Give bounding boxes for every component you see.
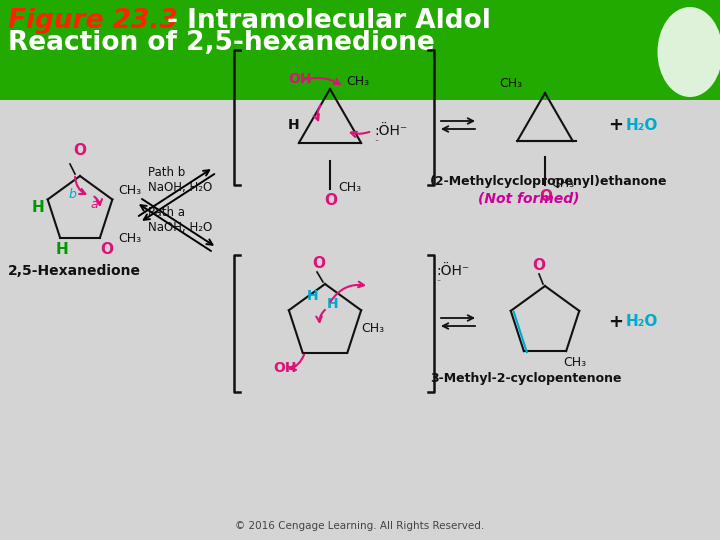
Text: O: O [324,193,337,208]
Text: a: a [90,198,98,211]
Text: b: b [68,188,76,201]
Text: +: + [608,116,623,134]
Text: OH: OH [273,361,297,375]
Text: H: H [32,200,45,215]
Text: ..: .. [436,274,441,283]
Text: CH₃: CH₃ [118,232,141,245]
Text: H₂O: H₂O [626,314,658,329]
Text: H: H [327,297,338,311]
Text: OH: OH [288,72,312,86]
Text: H: H [56,242,68,257]
Text: :ÖH⁻: :ÖH⁻ [436,264,469,278]
Text: 3-Methyl-2-cyclopentenone: 3-Methyl-2-cyclopentenone [430,372,621,385]
Text: Path b
NaOH, H₂O: Path b NaOH, H₂O [148,166,212,194]
Text: H₂O: H₂O [626,118,658,132]
Text: Path a
NaOH, H₂O: Path a NaOH, H₂O [148,206,212,234]
Text: O: O [100,242,113,257]
Text: Figure 23.3: Figure 23.3 [8,8,178,34]
Text: © 2016 Cengage Learning. All Rights Reserved.: © 2016 Cengage Learning. All Rights Rese… [235,521,485,531]
Text: CH₃: CH₃ [338,181,361,194]
Text: Reaction of 2,5-hexanedione: Reaction of 2,5-hexanedione [8,30,435,56]
Text: (2-Methylcyclopropenyl)ethanone: (2-Methylcyclopropenyl)ethanone [430,175,667,188]
Text: CH₃: CH₃ [346,75,369,88]
Text: ..: .. [374,134,379,143]
Text: CH₃: CH₃ [499,77,522,90]
Text: CH₃: CH₃ [563,356,586,369]
Text: - Intramolecular Aldol: - Intramolecular Aldol [158,8,491,34]
Text: CH₃: CH₃ [118,184,141,197]
Text: H: H [307,289,319,303]
Text: CH₃: CH₃ [361,322,384,335]
Text: O: O [533,258,546,273]
Text: O: O [73,143,86,158]
Text: (Not formed): (Not formed) [478,191,580,205]
Bar [0,0,720,100]
Text: CH₃: CH₃ [551,177,574,190]
Text: O: O [312,256,325,271]
Text: O: O [539,189,552,204]
Text: :ÖH⁻: :ÖH⁻ [374,124,408,138]
Ellipse shape [657,7,720,97]
Text: H: H [288,118,300,132]
Text: 2,5-Hexanedione: 2,5-Hexanedione [8,264,141,278]
Text: +: + [608,313,623,331]
